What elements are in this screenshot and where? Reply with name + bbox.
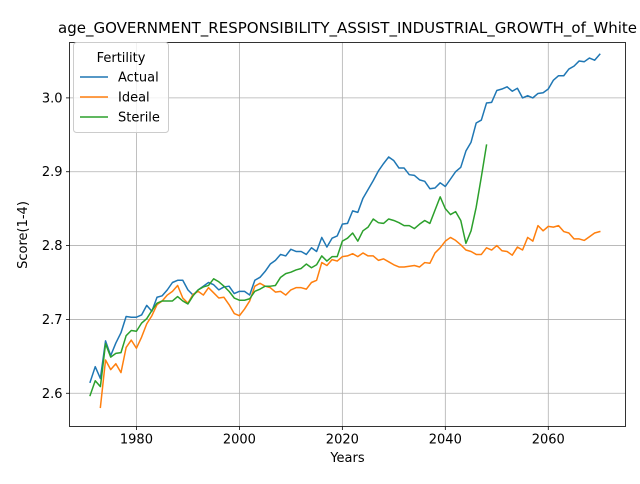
y-tick-label: 3.0 [42,91,63,106]
legend-label-ideal: Ideal [118,91,150,106]
y-tick-label: 2.9 [42,165,63,180]
x-tick-label: 2040 [429,433,462,448]
y-tick-label: 2.6 [42,387,63,402]
y-axis-label: Score(1-4) [16,201,31,269]
x-tick-label: 2020 [326,433,359,448]
legend: Fertility Actual Ideal Sterile [73,42,169,133]
legend-title: Fertility [97,51,146,66]
y-tick-label: 2.7 [42,313,63,328]
chart-title: age_GOVERNMENT_RESPONSIBILITY_ASSIST_IND… [58,19,637,38]
series-lines [89,53,601,409]
x-tick-label: 1980 [120,433,153,448]
legend-items: Actual Ideal Sterile [80,71,160,126]
axis-ticks: 1980 2000 2020 2040 2060 2.6 2.7 2.8 2.9 3.0 [42,91,565,447]
series-line-sterile [89,144,488,397]
x-tick-label: 2060 [532,433,565,448]
series-line-ideal [99,224,601,409]
legend-label-actual: Actual [118,71,159,86]
legend-label-sterile: Sterile [118,111,160,126]
series-line-actual [89,53,601,384]
plot-frame [69,42,626,427]
legend-box [73,42,169,133]
y-tick-label: 2.8 [42,239,63,254]
x-axis-label: Years [329,451,365,466]
x-tick-label: 2000 [223,433,256,448]
